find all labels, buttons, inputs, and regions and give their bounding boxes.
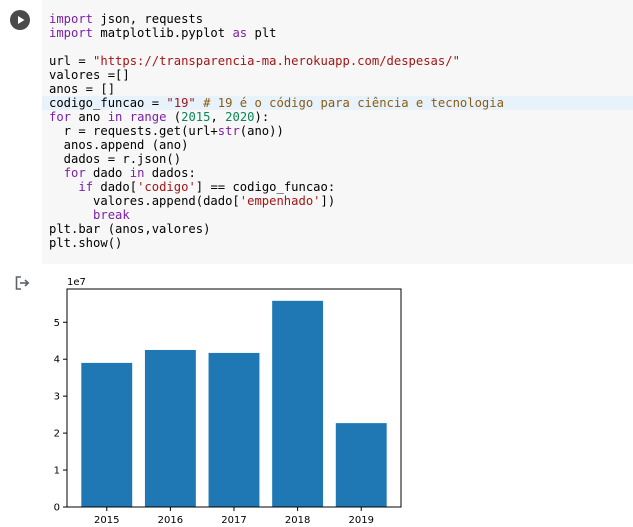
code-token: dados = r.json() <box>49 152 182 166</box>
code-line[interactable]: import matplotlib.pyplot as plt <box>49 26 633 40</box>
code-line[interactable]: if dado['codigo'] == codigo_funcao: <box>49 180 633 194</box>
code-token: json, requests <box>93 12 204 26</box>
code-token: (ano)) <box>239 124 284 138</box>
code-token: , <box>210 110 226 124</box>
y-offset-label: 1e7 <box>67 277 86 288</box>
y-tick-label: 0 <box>54 503 60 514</box>
bars-group <box>81 300 387 507</box>
code-line[interactable]: dados = r.json() <box>49 152 633 166</box>
bar-2018 <box>272 300 324 507</box>
code-line[interactable]: break <box>49 208 633 222</box>
code-line[interactable]: anos.append (ano) <box>49 138 633 152</box>
x-tick-label: 2016 <box>158 515 183 526</box>
code-token: break <box>93 208 130 222</box>
code-text[interactable]: import json, requests import matplotlib.p… <box>42 12 633 250</box>
code-token: "https://transparencia-ma.herokuapp.com/… <box>93 54 460 68</box>
code-token: codigo_funcao = <box>49 96 167 110</box>
run-cell-button[interactable] <box>10 10 30 30</box>
code-token: range <box>129 110 167 124</box>
code-token: anos = [] <box>49 82 116 96</box>
y-tick-label: 3 <box>54 392 60 403</box>
code-line[interactable]: plt.bar (anos,valores) <box>49 222 633 236</box>
code-token: ano <box>71 110 108 124</box>
code-line[interactable]: for dado in dados: <box>49 166 633 180</box>
code-token: if <box>78 180 94 194</box>
y-tick-label: 2 <box>54 429 60 440</box>
code-token: matplotlib.pyplot <box>93 26 233 40</box>
code-token: ( <box>166 110 182 124</box>
bar-2015 <box>81 362 133 507</box>
code-token: r = requests.get(url+ <box>49 124 218 138</box>
code-token: 2015 <box>181 110 211 124</box>
x-tick-label: 2017 <box>221 515 246 526</box>
code-line[interactable]: for ano in range (2015, 2020): <box>49 110 633 124</box>
code-editor[interactable] <box>42 0 633 264</box>
output-redirect-icon[interactable] <box>15 276 31 290</box>
code-cell: import json, requests import matplotlib.p… <box>0 0 633 264</box>
code-token: url = <box>49 54 94 68</box>
code-line[interactable]: anos = [] <box>49 82 633 96</box>
code-token: # 19 é o código para ciência e tecnologi… <box>195 96 504 110</box>
code-token: for <box>63 166 86 180</box>
code-token: 2020 <box>225 110 255 124</box>
code-token: valores.append(dado[ <box>49 194 240 208</box>
code-token: ]) <box>320 194 336 208</box>
code-line[interactable]: plt.show() <box>49 236 633 250</box>
code-line[interactable]: import json, requests <box>49 12 633 26</box>
code-token: dados: <box>144 166 196 180</box>
code-token: for <box>49 110 72 124</box>
cell-gutter <box>0 0 42 264</box>
x-axis: 2015 2016 2017 2018 2019 <box>94 507 374 526</box>
code-token: anos.append (ano) <box>49 138 189 152</box>
code-token: dado[ <box>93 180 138 194</box>
code-token: as <box>232 26 248 40</box>
code-line[interactable]: valores =[] <box>49 68 633 82</box>
code-token: "19" <box>166 96 196 110</box>
bar-2016 <box>144 349 196 507</box>
code-token: in <box>107 110 123 124</box>
y-tick-label: 5 <box>54 318 60 329</box>
y-tick-label: 4 <box>54 355 60 366</box>
code-line[interactable]: codigo_funcao = "19" # 19 é o código par… <box>42 96 633 110</box>
code-line[interactable]: r = requests.get(url+str(ano)) <box>49 124 633 138</box>
x-tick-label: 2015 <box>94 515 119 526</box>
code-token: in <box>129 166 145 180</box>
y-tick-label: 1 <box>54 466 60 477</box>
code-token: dado <box>85 166 130 180</box>
code-token: 'empenhado' <box>239 194 321 208</box>
code-token: plt.bar (anos,valores) <box>49 222 211 236</box>
code-line[interactable]: url = "https://transparencia-ma.herokuap… <box>49 54 633 68</box>
code-token: plt <box>247 26 277 40</box>
code-token: plt.show() <box>49 236 123 250</box>
code-token: ): <box>254 110 270 124</box>
x-tick-label: 2018 <box>285 515 310 526</box>
play-icon <box>18 16 25 24</box>
x-tick-label: 2019 <box>349 515 374 526</box>
bar-2017 <box>208 352 260 507</box>
y-axis: 0 1 2 3 4 5 <box>54 318 67 514</box>
code-line[interactable]: valores.append(dado['empenhado']) <box>49 194 633 208</box>
bar-2019 <box>335 423 387 507</box>
code-token: import <box>49 26 94 40</box>
code-token: str <box>217 124 240 138</box>
code-token: import <box>49 12 94 26</box>
code-token: valores =[] <box>49 68 130 82</box>
code-token: 'codigo' <box>137 180 196 194</box>
code-token: ] == codigo_funcao: <box>195 180 336 194</box>
